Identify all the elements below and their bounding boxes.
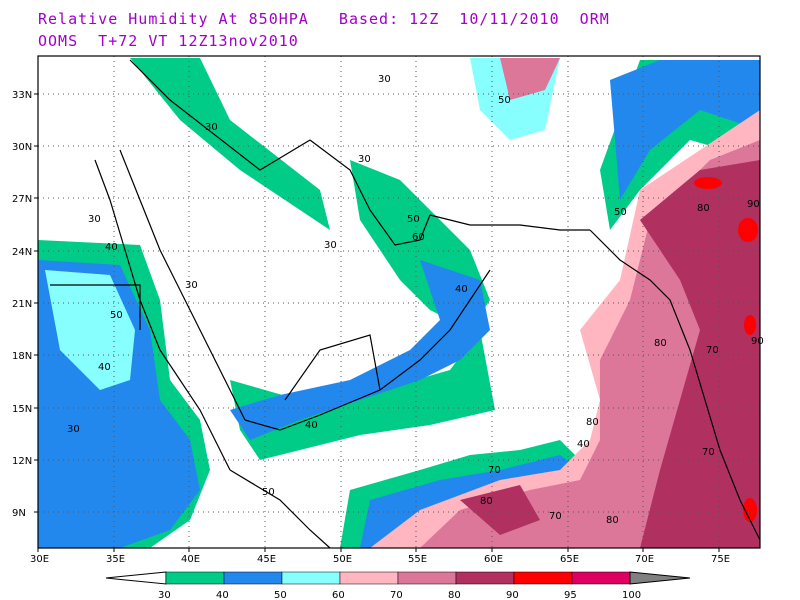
fill-90-core-1 [694,177,722,189]
lon-label: 45E [257,554,276,565]
legend-tick-label: 30 [158,590,171,600]
legend-arrow-high [629,571,691,585]
lon-label: 40E [181,554,200,565]
contour-label: 50 [498,95,511,106]
contour-label: 40 [105,242,118,253]
legend-tick-label: 100 [622,590,641,600]
contour-label: 50 [262,487,275,498]
fill-80-east [640,160,760,548]
contour-label: 30 [378,74,391,85]
red-sea-coast-east [119,149,246,421]
lon-label: 50E [333,554,352,565]
latitude-labels: 33N 30N 27N 24N 21N 18N 15N 12N 9N [12,90,38,519]
contour-label: 70 [702,447,715,458]
lat-label: 24N [12,247,32,258]
chart-title: Relative Humidity At 850HPA Based: 12Z 1… [38,10,610,28]
legend-tick-label: 60 [332,590,345,600]
fill-50-west [45,270,135,390]
legend-tick-label: 70 [390,590,403,600]
fill-90-core-2 [738,218,758,242]
contour-label: 40 [577,439,590,450]
fill-40-arabsea [230,260,490,440]
lat-label: 21N [12,299,32,310]
lat-label: 27N [12,194,32,205]
contour-label: 90 [751,336,764,347]
fill-30-north [130,58,330,230]
lon-label: 65E [560,554,579,565]
lat-label: 18N [12,351,32,362]
contour-label: 30 [324,240,337,251]
contour-label: 30 [358,154,371,165]
contour-label: 50 [614,207,627,218]
chart-subtitle: OOMS T+72 VT 12Z13nov2010 [38,32,299,50]
legend-swatch [397,571,457,585]
lon-label: 75E [711,554,730,565]
contour-label: 40 [98,362,111,373]
contour-label: 80 [586,417,599,428]
legend-swatch [165,571,225,585]
arabia-south-coast [244,269,491,431]
fill-70-north [500,58,560,100]
color-legend: 30 40 50 60 70 80 90 95 100 [105,571,691,600]
legend-swatch [571,571,631,585]
lat-label: 33N [12,90,32,101]
contour-label: 30 [205,122,218,133]
lat-label: 15N [12,404,32,415]
contour-label: 90 [747,199,760,210]
legend-swatch [223,571,283,585]
lon-label: 55E [408,554,427,565]
iran-coast [429,214,590,231]
contour-label: 50 [407,214,420,225]
contour-label: 70 [488,465,501,476]
lon-label: 35E [106,554,125,565]
contour-label: 80 [606,515,619,526]
contour-label: 40 [305,420,318,431]
legend-tick-label: 50 [274,590,287,600]
graticule [38,56,760,548]
lon-label: 70E [635,554,654,565]
legend-swatch [339,571,399,585]
contour-label: 30 [67,424,80,435]
legend-swatch [455,571,515,585]
map-border [37,55,761,549]
lon-label: 60E [484,554,503,565]
lat-label: 30N [12,142,32,153]
contour-label: 80 [654,338,667,349]
lat-label: 9N [12,508,26,519]
contour-label: 40 [455,284,468,295]
legend-tick-label: 40 [216,590,229,600]
legend-arrow-low [105,571,167,585]
india-west-coast [589,229,761,541]
fill-40-ne [610,60,760,200]
longitude-labels: 30E 35E 40E 45E 50E 55E 60E 65E 70E 75E [30,548,730,565]
fill-90-core-4 [743,498,757,522]
legend-swatch [513,571,573,585]
contour-label: 80 [480,496,493,507]
humidity-fills [38,58,760,548]
somalia-coast [229,469,331,549]
coastlines [50,59,761,549]
contour-label: 30 [88,214,101,225]
legend-tick-label: 95 [564,590,577,600]
country-borders [50,59,381,401]
contour-label: 30 [185,280,198,291]
contour-label: 70 [549,511,562,522]
contour-label: 80 [697,203,710,214]
gulf-coast [309,139,431,246]
lon-label: 30E [30,554,49,565]
contour-labels: 30 30 30 30 30 30 30 40 40 40 40 40 50 50 50 50 50 60 70 70… [67,74,764,526]
legend-swatch [281,571,341,585]
contour-label: 60 [412,232,425,243]
fill-80-south [460,485,540,535]
legend-tick-label: 80 [448,590,461,600]
contour-label: 70 [706,345,719,356]
contour-label: 50 [110,310,123,321]
legend-tick-label: 90 [506,590,519,600]
red-sea-coast-west [94,159,231,471]
fill-90-core-3 [744,315,756,335]
lat-label: 12N [12,456,32,467]
